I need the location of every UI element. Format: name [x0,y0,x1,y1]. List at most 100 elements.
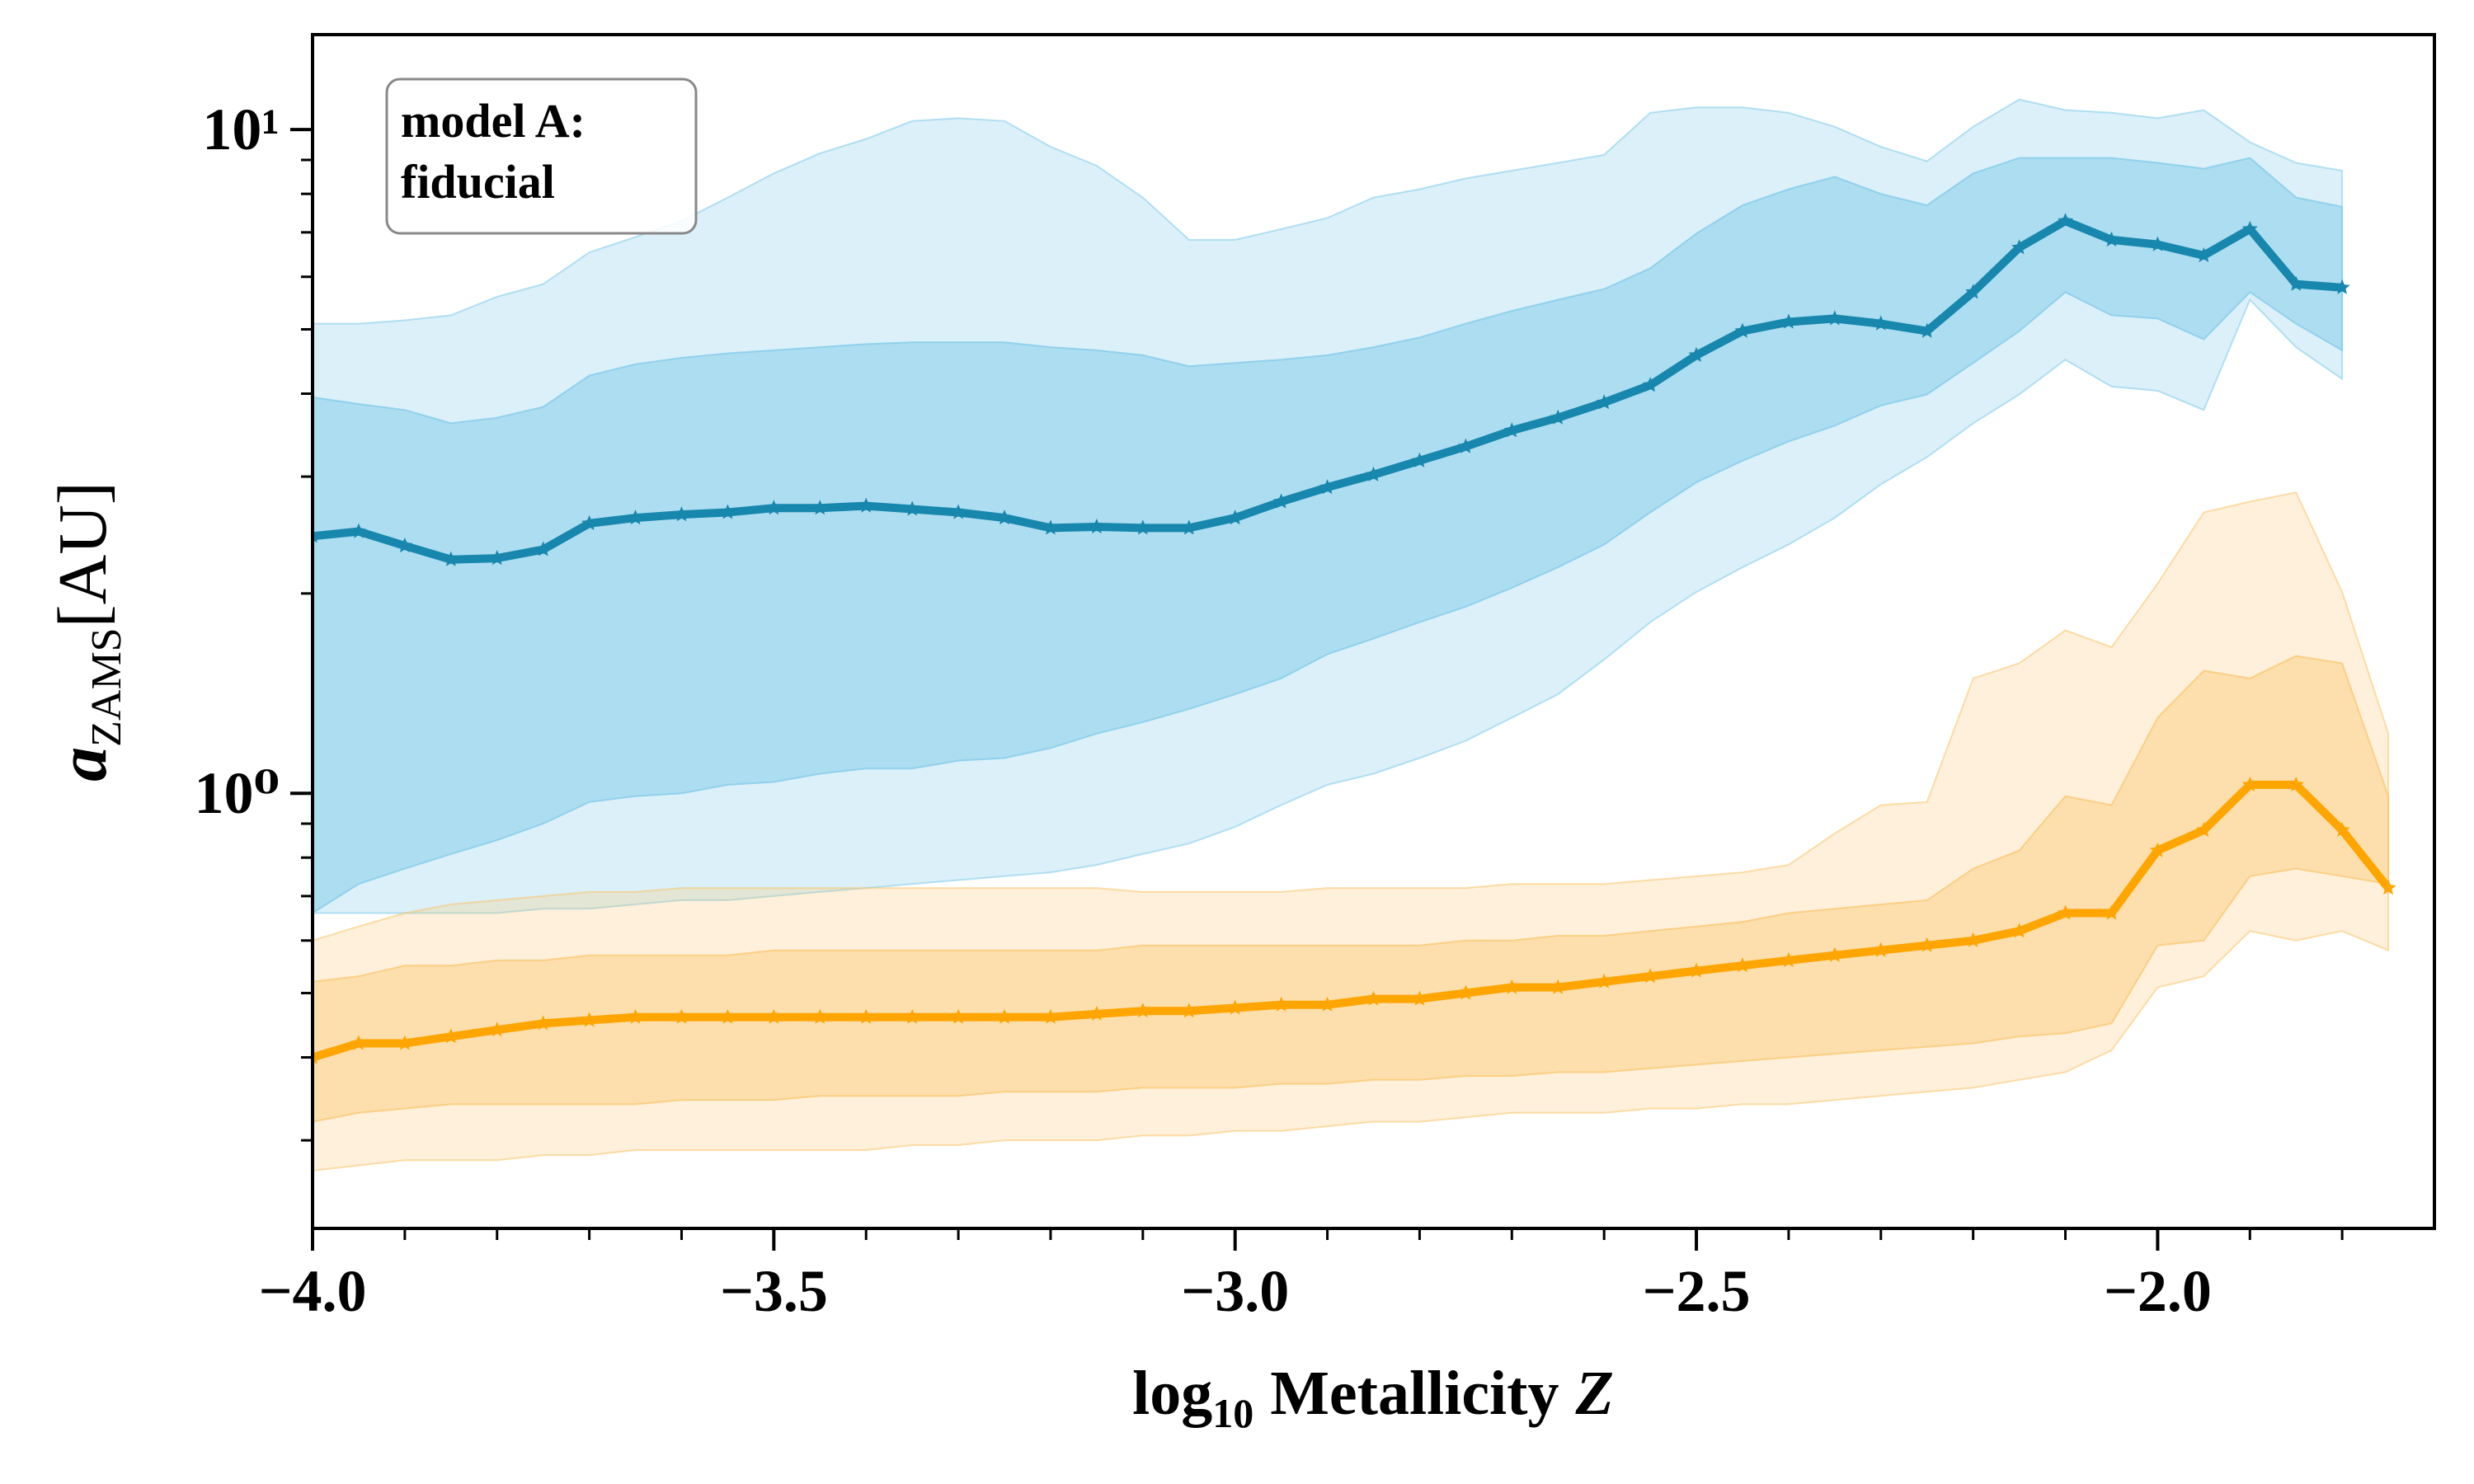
x-axis-label: log10 Metallicity Z [1132,1359,1614,1436]
point-marker [2241,776,2258,791]
point-marker [350,1035,367,1050]
point-marker [1411,452,1427,467]
annotation-box [385,77,698,235]
point-marker [996,510,1013,525]
point-marker [1089,519,1105,534]
x-tick-label: −4.0 [258,1258,366,1324]
point-marker [1780,313,1797,329]
point-marker [1642,377,1658,392]
band [313,491,2390,1172]
point-marker [1503,979,1520,994]
point-marker [811,1008,828,1024]
point-marker [313,528,321,543]
point-marker [489,550,506,566]
point-marker [1135,1003,1151,1018]
point-marker [811,500,828,515]
point-marker [350,523,367,538]
point-marker [1319,996,1336,1012]
axes-frame [311,33,2436,1230]
point-marker [950,1008,967,1024]
point-marker [2149,842,2166,857]
point-marker [581,1012,598,1027]
point-marker [674,1008,689,1024]
point-marker [397,1035,413,1050]
point-marker [313,1049,321,1064]
annotation-line: model A: [401,94,586,148]
point-marker [858,497,874,513]
point-marker [1135,519,1151,535]
point-marker [765,500,782,515]
point-marker [1273,996,1290,1012]
point-marker [489,1021,506,1037]
point-marker [2103,231,2119,247]
point-marker [1642,968,1658,984]
point-marker [2011,923,2028,938]
point-marker [996,1008,1013,1024]
point-marker [904,1008,920,1024]
point-marker [1780,951,1797,967]
point-marker [443,1028,459,1044]
point-marker [950,504,967,519]
point-marker [628,510,644,525]
point-marker [1042,1008,1059,1024]
point-marker [1827,946,1843,962]
point-marker [1181,519,1197,535]
point-marker [1457,438,1474,453]
point-marker [1873,942,1889,957]
point-marker [1919,937,1935,952]
point-marker [1688,962,1705,978]
point-marker [1503,422,1520,438]
point-marker [2195,247,2212,262]
point-marker [2195,821,2212,837]
annotation-line: fiducial [401,155,555,209]
point-marker [1873,315,1889,331]
x-tick-label: −3.0 [1181,1258,1289,1324]
plot-area [313,98,2396,1172]
point-marker [1550,979,1566,994]
point-marker [1366,466,1381,481]
point-marker [1596,973,1612,989]
x-tick-label: −2.0 [2104,1258,2212,1324]
point-marker [2149,236,2166,251]
point-marker [1273,493,1290,509]
y-label-var: a [45,747,121,782]
x-label-text: log [1132,1359,1212,1428]
point-marker [674,506,689,522]
y-label-unit: [AU] [45,481,121,627]
point-marker [1688,346,1705,362]
point-marker [1411,990,1427,1006]
point-marker [1042,519,1059,535]
point-marker [2058,904,2073,920]
y-tick-label: 10¹ [202,96,280,162]
point-marker [1366,990,1381,1006]
point-marker [2058,213,2073,228]
point-marker [628,1008,644,1024]
y-label-sub: ZAMS [83,627,130,746]
point-marker [858,1008,874,1024]
median-line [313,780,2392,1062]
point-marker [765,1008,782,1024]
point-marker [535,541,552,556]
point-marker [1457,984,1474,1000]
point-marker [1734,957,1751,973]
x-tick-label: −2.5 [1643,1258,1751,1324]
y-tick-label: 10⁰ [194,760,280,826]
point-marker [1319,479,1336,495]
point-marker [1965,284,1982,299]
point-marker [397,538,413,553]
point-marker [1965,932,1982,947]
point-marker [1227,510,1244,525]
point-marker [1550,409,1566,425]
point-marker [1734,322,1751,338]
point-marker [1181,1003,1197,1018]
point-marker [1596,394,1612,410]
point-marker [2288,275,2304,291]
point-marker [1919,322,1935,338]
point-marker [1089,1005,1105,1021]
point-marker [443,551,459,566]
point-marker [581,514,598,530]
point-marker [1227,999,1244,1015]
point-marker [535,1015,552,1031]
point-marker [2334,279,2350,294]
